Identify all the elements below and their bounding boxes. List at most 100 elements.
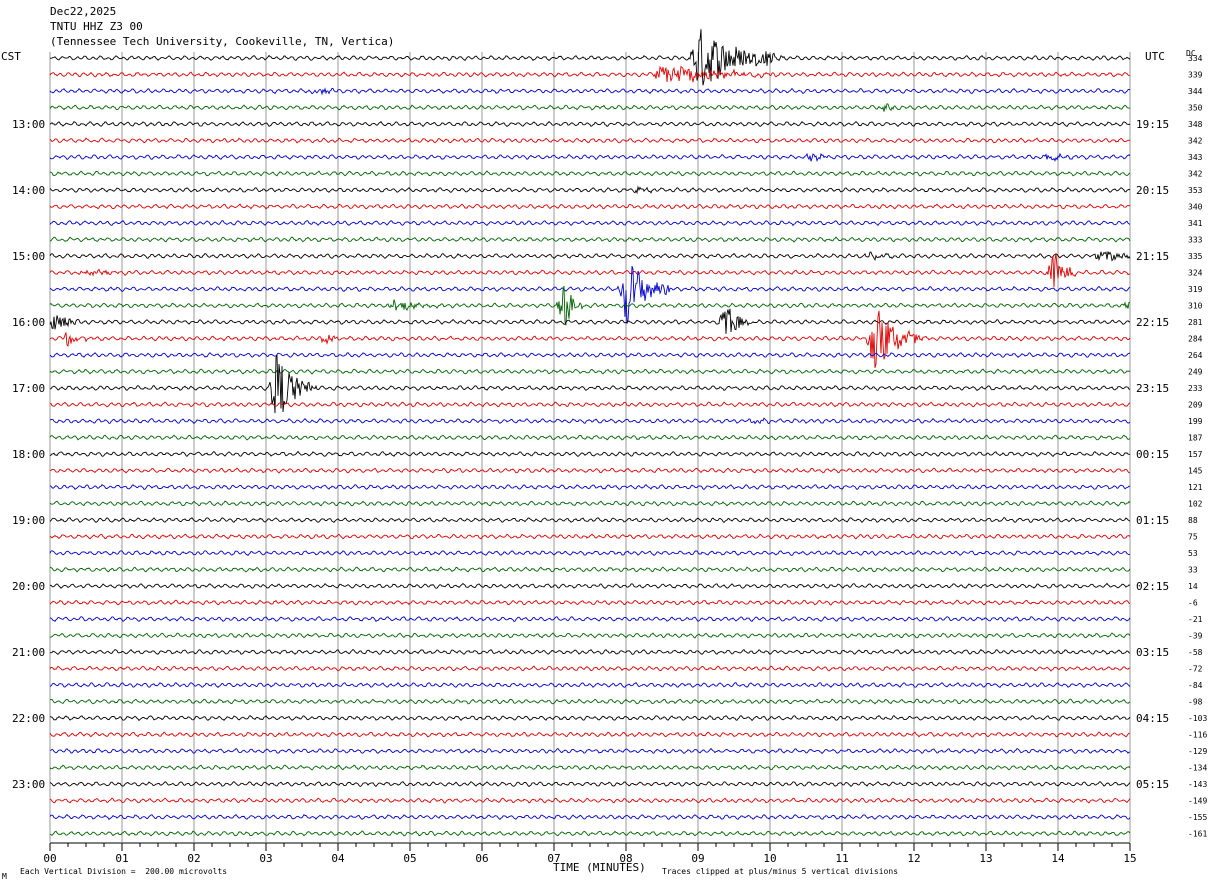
right-hour-label: 03:15: [1136, 646, 1169, 659]
trace-line: [49, 648, 1131, 655]
left-hour-label: 23:00: [12, 778, 45, 791]
seismic-traces: [49, 29, 1131, 837]
trace-line: [49, 665, 1131, 672]
trace-line: [49, 417, 1131, 425]
trace-line: [49, 450, 1131, 458]
trace-dc-label: -116: [1188, 731, 1207, 740]
trace-line: [49, 698, 1131, 705]
right-timezone-label: UTC: [1145, 50, 1165, 63]
x-tick-label: 10: [763, 852, 776, 865]
trace-dc-label: -72: [1188, 665, 1203, 674]
trace-dc-label: 88: [1188, 516, 1198, 525]
left-timezone-label: CST: [1, 50, 21, 63]
trace-line: [49, 616, 1131, 622]
left-hour-label: 14:00: [12, 184, 45, 197]
left-hour-label: 21:00: [12, 646, 45, 659]
trace-line: [49, 354, 1131, 414]
trace-dc-label: 344: [1188, 87, 1203, 96]
trace-dc-label: -6: [1188, 599, 1198, 608]
trace-line: [49, 253, 1131, 288]
trace-dc-label: 209: [1188, 401, 1203, 410]
trace-line: [49, 401, 1131, 408]
right-hour-label: 04:15: [1136, 712, 1169, 725]
trace-line: [49, 599, 1131, 606]
trace-dc-label: 284: [1188, 335, 1203, 344]
trace-dc-label: 348: [1188, 120, 1203, 129]
trace-line: [49, 830, 1131, 837]
trace-dc-label: -149: [1188, 797, 1207, 806]
trace-line: [49, 310, 1131, 368]
trace-dc-label: 319: [1188, 285, 1203, 294]
trace-line: [49, 517, 1131, 524]
trace-dc-label: -143: [1188, 780, 1207, 789]
x-tick-label: 06: [475, 852, 488, 865]
left-hour-label: 17:00: [12, 382, 45, 395]
trace-line: [49, 87, 1131, 96]
trace-dc-label: 340: [1188, 203, 1203, 212]
trace-dc-label: 281: [1188, 318, 1203, 327]
trace-line: [49, 266, 1131, 324]
trace-dc-label: -98: [1188, 698, 1203, 707]
trace-line: [49, 764, 1131, 771]
left-hour-label: 13:00: [12, 118, 45, 131]
header-location: (Tennessee Tech University, Cookeville, …: [50, 35, 395, 48]
x-tick-label: 07: [547, 852, 560, 865]
x-tick-label: 15: [1123, 852, 1136, 865]
trace-dc-label: 187: [1188, 434, 1203, 443]
footer-scale-note: Each Vertical Division = 200.00 microvol…: [20, 867, 228, 876]
trace-dc-label: 157: [1188, 450, 1203, 459]
trace-line: [49, 368, 1131, 375]
trace-line: [49, 500, 1131, 507]
right-hour-label: 19:15: [1136, 118, 1169, 131]
left-hour-label: 22:00: [12, 712, 45, 725]
trace-dc-label: -129: [1188, 747, 1207, 756]
trace-line: [49, 467, 1130, 474]
trace-line: [49, 582, 1131, 589]
x-tick-label: 08: [619, 852, 632, 865]
trace-line: [50, 236, 1131, 243]
trace-dc-label: 350: [1188, 104, 1203, 113]
trace-dc-label: 53: [1188, 549, 1198, 558]
right-hour-label: 00:15: [1136, 448, 1169, 461]
trace-dc-label: 75: [1188, 533, 1198, 542]
x-axis-title: TIME (MINUTES): [553, 861, 646, 874]
left-hour-label: 18:00: [12, 448, 45, 461]
x-tick-label: 02: [187, 852, 200, 865]
x-tick-label: 04: [331, 852, 345, 865]
x-tick-label: 01: [115, 852, 128, 865]
x-tick-label: 00: [43, 852, 56, 865]
left-hour-label: 16:00: [12, 316, 45, 329]
right-hour-label: 20:15: [1136, 184, 1169, 197]
trace-line: [49, 120, 1131, 128]
trace-dc-label: -21: [1188, 615, 1203, 624]
trace-line: [49, 185, 1131, 195]
trace-dc-label: 334: [1188, 54, 1203, 63]
trace-dc-label: 102: [1188, 500, 1203, 509]
trace-line: [49, 434, 1131, 441]
x-tick-label: 12: [907, 852, 920, 865]
trace-dc-label: 342: [1188, 170, 1203, 179]
trace-line: [49, 220, 1131, 227]
trace-dc-label: 333: [1188, 236, 1203, 245]
trace-dc-label: 249: [1188, 368, 1203, 377]
footer-clip-note: Traces clipped at plus/minus 5 vertical …: [662, 867, 899, 876]
trace-dc-label: -134: [1188, 764, 1207, 773]
trace-line: [49, 170, 1131, 177]
trace-line: [49, 797, 1131, 804]
trace-dc-label: 199: [1188, 417, 1203, 426]
trace-line: [49, 29, 1131, 86]
trace-line: [49, 251, 1131, 262]
trace-dc-label: 145: [1188, 467, 1203, 476]
trace-dc-label: 33: [1188, 566, 1198, 575]
right-hour-label: 21:15: [1136, 250, 1169, 263]
x-tick-label: 14: [1051, 852, 1065, 865]
trace-dc-label: 341: [1188, 219, 1203, 228]
trace-line: [49, 714, 1131, 722]
trace-dc-label: 264: [1188, 351, 1203, 360]
trace-line: [49, 152, 1131, 163]
trace-dc-label: 353: [1188, 186, 1203, 195]
trace-line: [49, 566, 1131, 573]
trace-line: [49, 308, 1131, 334]
trace-line: [49, 550, 1130, 557]
x-tick-label: 13: [979, 852, 992, 865]
